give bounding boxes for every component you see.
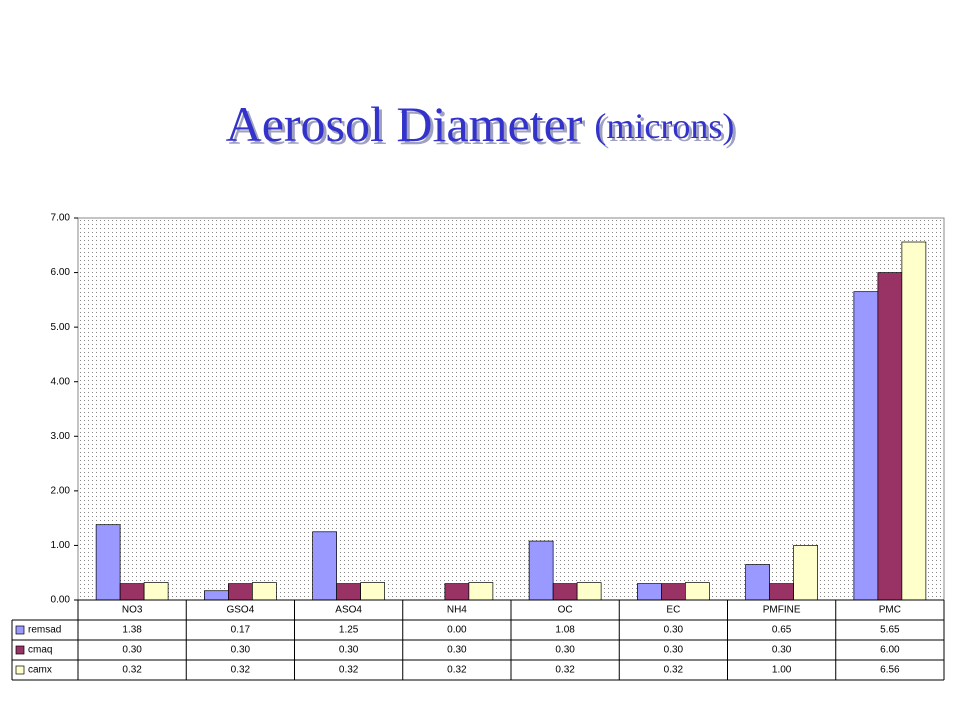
table-value: 0.30	[664, 645, 684, 656]
table-value: 0.30	[664, 625, 684, 636]
y-tick-label: 1.00	[51, 540, 71, 551]
table-value: 1.08	[555, 625, 575, 636]
legend-swatch	[15, 665, 25, 675]
table-value: 0.30	[339, 645, 359, 656]
legend-label: camx	[28, 665, 52, 676]
x-tick-label: NO3	[122, 605, 143, 616]
chart-title: Aerosol Diameter (microns)	[226, 96, 735, 152]
bar	[468, 582, 494, 601]
legend-swatch	[15, 645, 25, 655]
table-value: 0.32	[339, 665, 359, 676]
bar	[576, 582, 602, 601]
y-tick-label: 0.00	[51, 595, 71, 606]
bar	[853, 291, 879, 601]
bar	[228, 583, 253, 601]
table-value: 0.30	[555, 645, 575, 656]
y-tick-label: 3.00	[51, 431, 71, 442]
bar	[336, 583, 361, 601]
y-tick-label: 2.00	[51, 485, 71, 496]
x-tick-label: PMFINE	[763, 605, 801, 616]
table-value: 6.00	[880, 645, 900, 656]
bar	[552, 583, 578, 601]
table-value: 1.25	[339, 625, 359, 636]
table-value: 1.00	[772, 665, 792, 676]
table-value: 0.30	[122, 645, 142, 656]
table-value: 0.32	[664, 665, 684, 676]
bar	[143, 582, 169, 601]
bar	[360, 582, 385, 601]
bar	[685, 582, 710, 601]
table-value: 0.30	[231, 645, 251, 656]
bar	[528, 540, 554, 601]
x-tick-label: NH4	[447, 605, 467, 616]
legend-swatch	[15, 625, 25, 635]
plot-area	[77, 217, 945, 601]
x-tick-label: PMC	[879, 605, 901, 616]
bar	[204, 590, 229, 601]
table-value: 0.17	[231, 625, 251, 636]
bar	[252, 582, 277, 601]
table-value: 0.32	[231, 665, 251, 676]
y-tick-label: 6.00	[51, 267, 71, 278]
table-value: 0.32	[122, 665, 142, 676]
bar	[119, 583, 145, 601]
x-tick-label: OC	[558, 605, 573, 616]
table-value: 0.32	[447, 665, 467, 676]
bar	[793, 545, 818, 601]
bar	[444, 583, 470, 601]
table-value: 1.38	[122, 625, 142, 636]
x-tick-label: GSO4	[226, 605, 254, 616]
legend-label: remsad	[28, 625, 61, 636]
table-value: 5.65	[880, 625, 900, 636]
x-tick-label: EC	[666, 605, 680, 616]
bar	[312, 531, 337, 601]
y-tick-label: 4.00	[51, 376, 71, 387]
bar	[637, 583, 662, 601]
bar	[661, 583, 686, 601]
y-tick-label: 7.00	[51, 213, 71, 224]
plot: 0.00 1.00 2.00 3.00 4.00 5.00 6.00 7.00 NO3 GSO4 A…	[11, 213, 945, 681]
x-tick-label: ASO4	[335, 605, 362, 616]
y-tick-label: 5.00	[51, 322, 71, 333]
table-value: 0.65	[772, 625, 792, 636]
bar	[769, 583, 794, 601]
bar	[901, 241, 927, 601]
table-value: 0.32	[555, 665, 575, 676]
table-value: 6.56	[880, 665, 900, 676]
table-value: 0.30	[772, 645, 792, 656]
table-value: 0.30	[447, 645, 467, 656]
table-value: 0.00	[447, 625, 467, 636]
bar	[745, 564, 770, 601]
title-shadow: Aerosol Diameter (microns)	[229, 99, 738, 155]
legend-label: cmaq	[28, 645, 52, 656]
bar	[95, 524, 121, 601]
bar	[877, 272, 903, 601]
